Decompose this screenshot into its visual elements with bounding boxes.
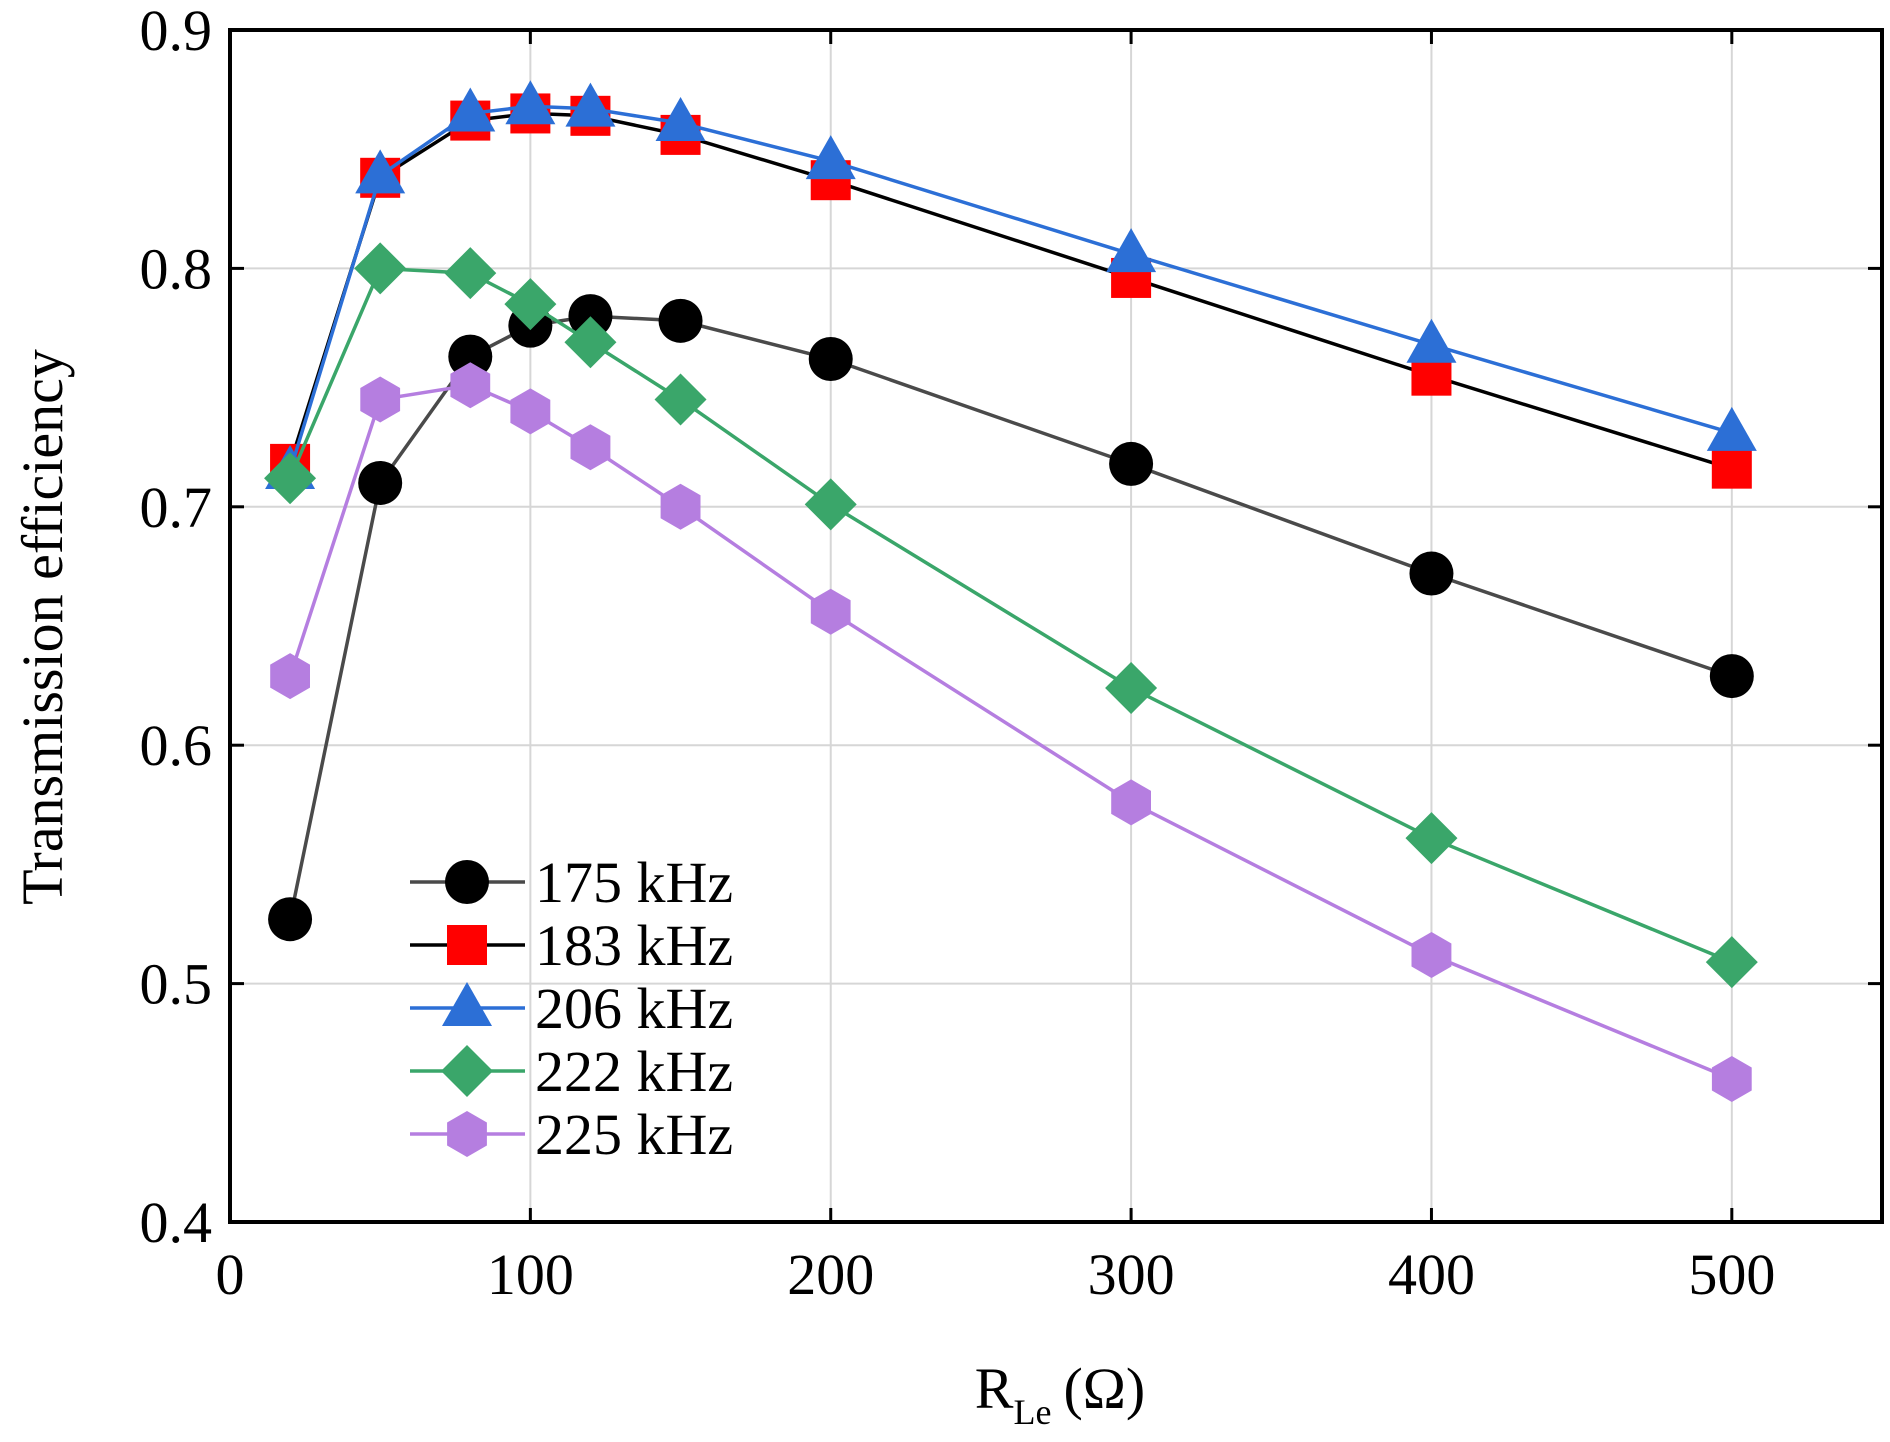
series-line [288, 104, 1733, 472]
x-axis-title-main: R [975, 1356, 1014, 1421]
legend-item: 206 kHz [410, 976, 733, 1041]
legend-marker [447, 925, 487, 965]
data-point-marker [1111, 779, 1151, 826]
data-point-marker [444, 247, 497, 300]
data-point-marker [354, 242, 407, 295]
legend-marker [441, 1045, 493, 1097]
series-line [288, 314, 1733, 920]
x-axis-title-unit: (Ω) [1063, 1356, 1145, 1421]
data-point-marker [358, 460, 403, 505]
data-point-marker [445, 87, 496, 132]
x-tick-label: 0 [216, 1242, 245, 1307]
series-206-khz [265, 80, 1757, 490]
data-point-marker [448, 334, 493, 379]
data-point-marker [660, 483, 701, 530]
x-axis-title-subscript: Le [1013, 1392, 1051, 1432]
data-point-marker [1406, 318, 1457, 363]
legend-item: 225 kHz [410, 1102, 733, 1167]
data-point-marker [264, 452, 317, 505]
legend-label: 183 kHz [535, 913, 733, 978]
data-point-marker [570, 424, 611, 471]
legend-marker [445, 860, 489, 904]
data-point-marker [805, 135, 856, 180]
data-point-marker [804, 478, 857, 531]
series-layer [264, 80, 1758, 1102]
legend-marker [447, 1111, 487, 1157]
data-point-marker [1711, 1056, 1752, 1102]
data-point-marker [510, 388, 551, 435]
data-point-marker [658, 298, 703, 343]
data-point-marker [1706, 406, 1757, 451]
series-line [288, 266, 1733, 964]
series-175-khz [268, 294, 1754, 942]
data-point-marker [568, 294, 613, 339]
x-tick-label: 100 [487, 1242, 574, 1307]
data-point-marker [270, 653, 310, 700]
legend-label: 206 kHz [535, 976, 733, 1041]
data-point-marker [360, 376, 401, 423]
x-tick-label: 500 [1688, 1242, 1775, 1307]
data-point-marker [1106, 228, 1157, 273]
data-point-marker [654, 373, 707, 426]
series-225-khz [270, 362, 1752, 1102]
data-point-marker [1105, 661, 1158, 714]
data-point-marker [655, 96, 706, 141]
data-point-marker [355, 149, 406, 194]
data-point-marker [1711, 448, 1752, 489]
data-point-marker [504, 278, 557, 331]
y-axis-title: Transmission efficiency [10, 349, 75, 905]
y-tick-label: 0.9 [140, 0, 213, 63]
series-183-khz [270, 93, 1752, 489]
x-tick-label: 400 [1388, 1242, 1475, 1307]
grid [230, 30, 1882, 1222]
x-tick-label: 200 [787, 1242, 874, 1307]
tick-labels: 0 100 200 300 400 500 0.4 0.5 0.6 0.7 0.8 0.9 [140, 0, 1776, 1307]
data-point-marker [565, 82, 616, 127]
legend-label: 175 kHz [535, 850, 733, 915]
y-tick-label: 0.8 [140, 236, 213, 301]
y-tick-label: 0.4 [140, 1190, 213, 1255]
ticks [228, 28, 1882, 1224]
legend-label: 222 kHz [535, 1039, 733, 1104]
plot-frame [228, 28, 1884, 1224]
data-point-marker [564, 316, 617, 369]
x-tick-label: 300 [1088, 1242, 1175, 1307]
legend-item: 175 kHz [410, 850, 733, 915]
data-point-marker [810, 588, 851, 635]
x-axis-title: RLe (Ω) [975, 1356, 1145, 1432]
y-tick-label: 0.6 [140, 713, 213, 778]
data-point-marker [1409, 551, 1454, 596]
data-point-marker [808, 336, 853, 381]
legend-label: 225 kHz [535, 1102, 733, 1167]
series-line [288, 111, 1733, 471]
legend-item: 183 kHz [410, 913, 733, 978]
data-point-marker [1405, 812, 1458, 865]
data-point-marker [450, 362, 491, 409]
data-point-marker [268, 897, 313, 942]
legend-item: 222 kHz [410, 1039, 733, 1104]
legend-marker [442, 982, 492, 1026]
data-point-marker [505, 80, 556, 125]
data-point-marker [1109, 441, 1154, 486]
data-point-marker [1709, 654, 1754, 699]
y-tick-label: 0.5 [140, 952, 213, 1017]
data-point-marker [1705, 936, 1758, 989]
series-line [288, 383, 1733, 1081]
y-tick-label: 0.7 [140, 475, 213, 540]
series-222-khz [264, 242, 1758, 989]
data-point-marker [1411, 932, 1452, 978]
